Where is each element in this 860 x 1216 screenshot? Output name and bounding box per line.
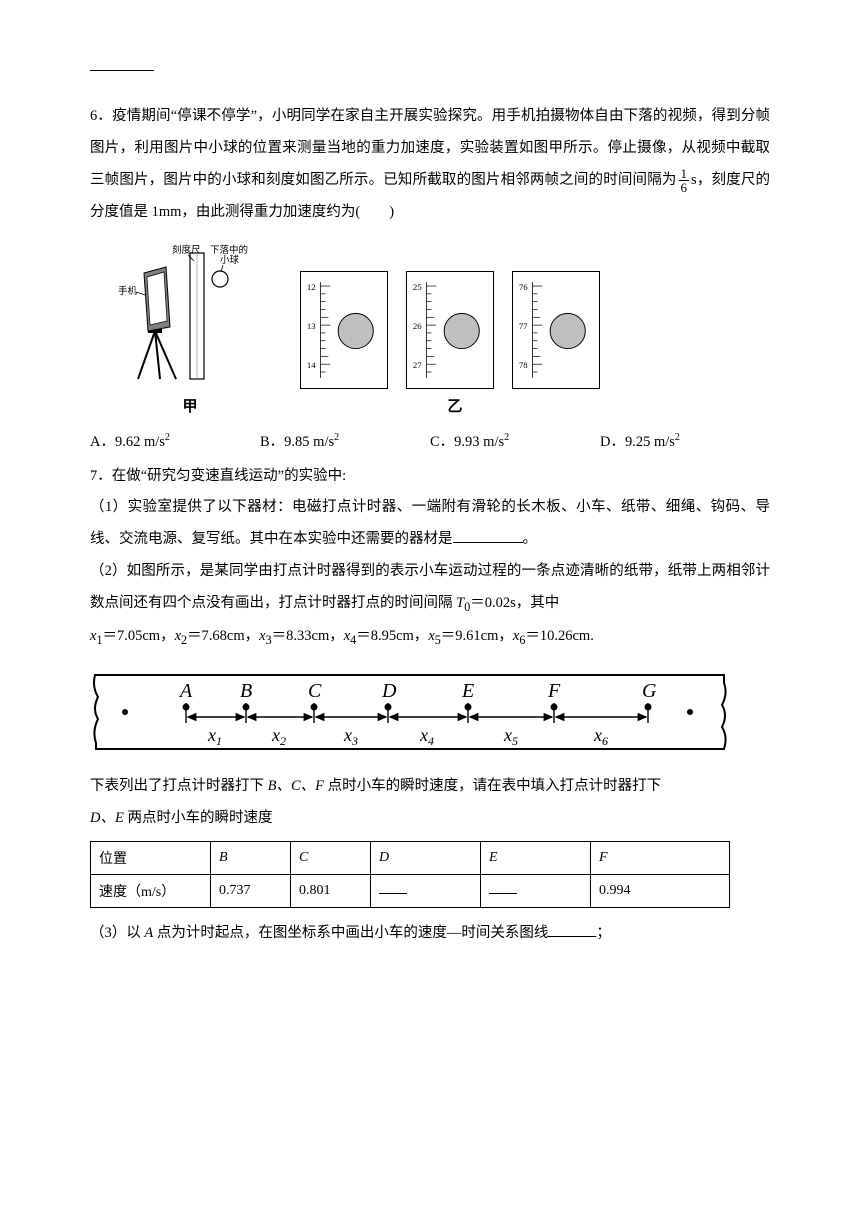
table-row: 位置 B C D E F <box>91 841 730 874</box>
q7-number: 7． <box>90 468 112 484</box>
svg-text:F: F <box>547 680 561 702</box>
page: 6．疫情期间“停课不停学”，小明同学在家自主开展实验探究。用手机拍摄物体自由下落… <box>0 0 860 990</box>
option-d[interactable]: D．9.25 m/s2 <box>600 430 750 451</box>
svg-text:13: 13 <box>307 321 316 331</box>
svg-text:A: A <box>178 680 193 702</box>
tape-figure: A B C D E F G <box>90 667 730 757</box>
ruler-label: 刻度尺 <box>172 244 201 256</box>
option-b[interactable]: B．9.85 m/s2 <box>260 430 430 451</box>
table-row: 速度（m/s） 0.737 0.801 0.994 <box>91 874 730 907</box>
phone-label: 手机 <box>118 285 138 297</box>
svg-text:D: D <box>381 680 397 702</box>
q7-intro: 7．在做“研究匀变速直线运动”的实验中: <box>90 461 770 493</box>
ruler-frames: 12 13 14 25 26 27 <box>300 271 600 389</box>
svg-text:78: 78 <box>519 360 528 370</box>
row-header: 位置 <box>91 841 211 874</box>
ruler-frame-1: 12 13 14 <box>300 271 388 389</box>
option-a[interactable]: A．9.62 m/s2 <box>90 430 260 451</box>
option-c[interactable]: C．9.93 m/s2 <box>430 430 600 451</box>
q6-body-1: 疫情期间“停课不停学”，小明同学在家自主开展实验探究。用手机拍摄物体自由下落的视… <box>90 108 770 188</box>
q6-figures: 刻度尺 下落中的 小球 手机 <box>110 239 770 389</box>
svg-text:G: G <box>642 680 657 702</box>
fig-label-1: 甲 <box>90 395 290 416</box>
svg-text:E: E <box>461 680 474 702</box>
svg-text:25: 25 <box>413 281 422 291</box>
velocity-table: 位置 B C D E F 速度（m/s） 0.737 0.801 0.994 <box>90 841 730 908</box>
q7-part2a: （2）如图所示，是某同学由打点计时器得到的表示小车运动过程的一条点迹清晰的纸带，… <box>90 556 770 620</box>
q7-part3: （3）以 A 点为计时起点，在图坐标系中画出小车的速度—时间关系图线； <box>90 918 770 950</box>
q6-text: 6．疫情期间“停课不停学”，小明同学在家自主开展实验探究。用手机拍摄物体自由下落… <box>90 101 770 229</box>
q6-options: A．9.62 m/s2 B．9.85 m/s2 C．9.93 m/s2 D．9.… <box>90 430 770 451</box>
q7-part2b: x1＝7.05cm，x2＝7.68cm，x3＝8.33cm，x4＝8.95cm，… <box>90 621 770 653</box>
q7-table-intro: 下表列出了打点计时器打下 B、C、F 点时小车的瞬时速度，请在表中填入打点计时器… <box>90 771 770 803</box>
svg-text:77: 77 <box>519 321 528 331</box>
row-header: 速度（m/s） <box>91 874 211 907</box>
q7-table-intro-2: D、E 两点时小车的瞬时速度 <box>90 803 770 835</box>
ruler-frame-2: 25 26 27 <box>406 271 494 389</box>
svg-text:小球: 小球 <box>220 254 240 266</box>
blank-cell-e[interactable] <box>481 874 591 907</box>
svg-text:27: 27 <box>413 360 422 370</box>
frac-num: 1 <box>679 167 690 181</box>
svg-text:12: 12 <box>307 281 316 291</box>
fig-label-2: 乙 <box>290 395 620 416</box>
svg-text:C: C <box>308 680 322 702</box>
header-rule <box>90 70 154 71</box>
blank-input[interactable] <box>453 542 523 543</box>
q6-figure-labels: 甲 乙 <box>90 395 770 416</box>
frac-den: 6 <box>679 181 690 194</box>
fraction: 16 <box>679 167 690 194</box>
svg-text:14: 14 <box>307 360 316 370</box>
apparatus-diagram: 刻度尺 下落中的 小球 手机 <box>110 239 260 389</box>
svg-text:下落中的: 下落中的 <box>210 244 248 256</box>
q7-part1: （1）实验室提供了以下器材：电磁打点计时器、一端附有滑轮的长木板、小车、纸带、细… <box>90 492 770 556</box>
blank-input[interactable] <box>548 936 596 937</box>
q6-number: 6． <box>90 108 112 124</box>
svg-text:26: 26 <box>413 321 422 331</box>
svg-text:B: B <box>240 680 252 702</box>
ruler-frame-3: 76 77 78 <box>512 271 600 389</box>
svg-text:76: 76 <box>519 281 528 291</box>
blank-cell-d[interactable] <box>371 874 481 907</box>
